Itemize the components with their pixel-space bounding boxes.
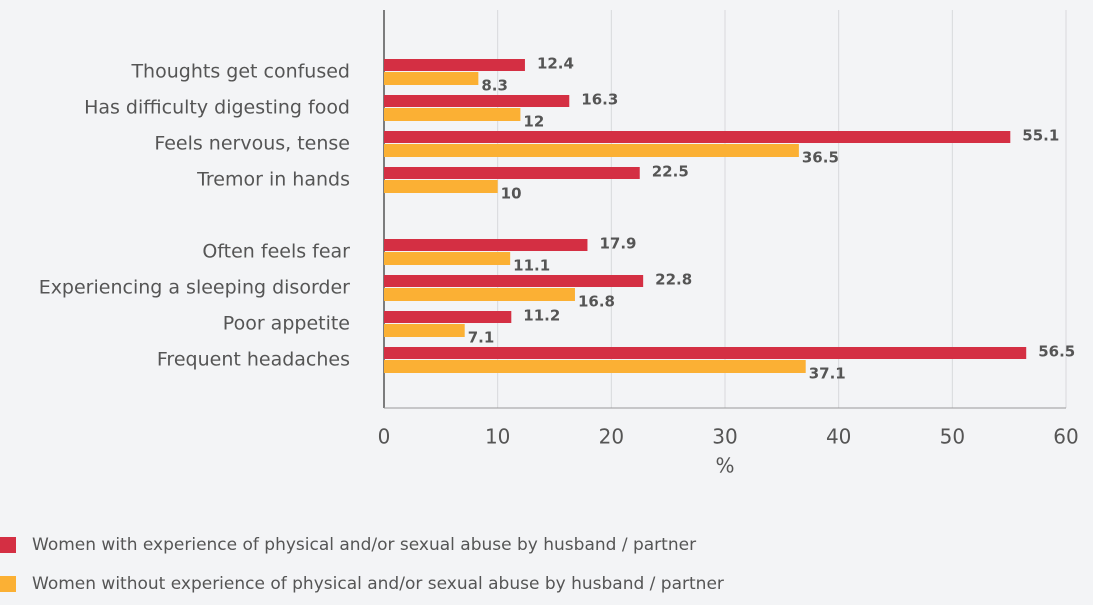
- value-label: 16.8: [578, 293, 615, 311]
- bar: [384, 288, 575, 301]
- legend-swatch: [0, 537, 16, 553]
- value-label: 22.5: [652, 163, 689, 181]
- legend-label: Women without experience of physical and…: [32, 574, 724, 594]
- value-label: 36.5: [802, 149, 839, 167]
- value-label: 12.4: [537, 55, 574, 73]
- category-label: Thoughts get confused: [130, 61, 350, 83]
- bar: [384, 180, 498, 193]
- x-tick-label: 40: [826, 425, 851, 449]
- bar: [384, 72, 479, 85]
- value-label: 10: [501, 185, 522, 203]
- category-label: Tremor in hands: [196, 169, 350, 191]
- legend-label: Women with experience of physical and/or…: [32, 535, 696, 555]
- category-label: Frequent headaches: [157, 349, 350, 371]
- value-label: 8.3: [481, 77, 508, 95]
- value-label: 12: [523, 113, 544, 131]
- bar: [384, 144, 799, 157]
- bar: [384, 108, 521, 121]
- category-label: Experiencing a sleeping disorder: [39, 277, 350, 299]
- bar: [384, 324, 465, 337]
- bar: [384, 239, 588, 251]
- value-label: 55.1: [1022, 127, 1059, 145]
- value-label: 11.2: [523, 307, 560, 325]
- value-label: 16.3: [581, 91, 618, 109]
- x-tick-label: 10: [485, 425, 510, 449]
- value-label: 7.1: [468, 329, 495, 347]
- bar: [384, 252, 511, 265]
- value-label: 56.5: [1038, 343, 1075, 361]
- category-label: Has difficulty digesting food: [84, 97, 350, 119]
- bar: [384, 275, 644, 287]
- x-tick-label: 50: [940, 425, 965, 449]
- x-tick-label: 20: [599, 425, 624, 449]
- bar: [384, 360, 806, 373]
- bar: [384, 131, 1011, 143]
- legend-swatch: [0, 576, 16, 592]
- category-label: Poor appetite: [223, 313, 350, 335]
- x-tick-label: 0: [378, 425, 391, 449]
- category-label: Often feels fear: [202, 241, 350, 263]
- x-axis-label: %: [715, 454, 734, 478]
- value-label: 37.1: [809, 365, 846, 383]
- bar: [384, 95, 570, 107]
- x-tick-label: 30: [712, 425, 737, 449]
- x-tick-label: 60: [1053, 425, 1078, 449]
- bar: [384, 311, 512, 323]
- value-label: 11.1: [513, 257, 550, 275]
- bar: [384, 167, 640, 179]
- value-label: 22.8: [655, 271, 692, 289]
- bar: [384, 347, 1027, 359]
- category-label: Feels nervous, tense: [154, 133, 350, 155]
- value-label: 17.9: [599, 235, 636, 253]
- bar: [384, 59, 525, 71]
